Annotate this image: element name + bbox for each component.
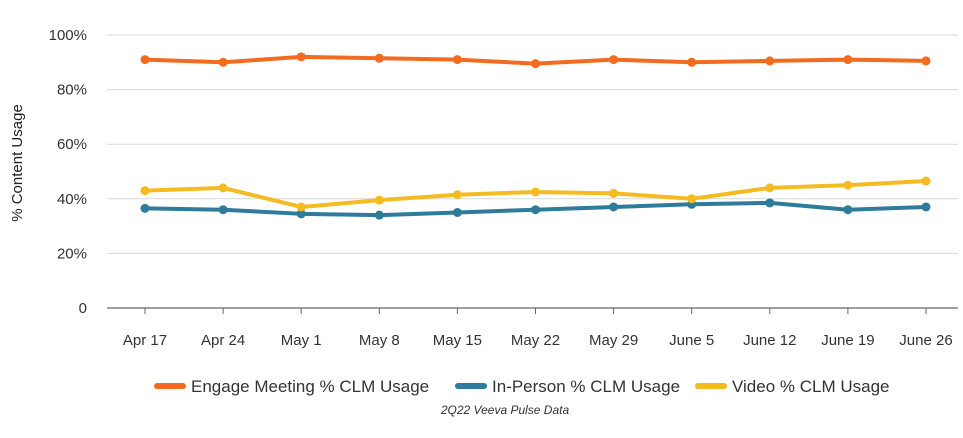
x-axis-tick-labels: Apr 17 Apr 24 May 1 May 8 May 15 May 22 May 29… bbox=[123, 308, 953, 349]
data-point bbox=[374, 53, 384, 63]
data-point bbox=[531, 187, 540, 197]
series-lines bbox=[140, 52, 931, 220]
data-point bbox=[140, 55, 150, 65]
x-tick-label: June 5 bbox=[669, 332, 714, 349]
data-point bbox=[452, 207, 462, 217]
data-point bbox=[452, 55, 462, 65]
data-point bbox=[609, 202, 619, 212]
data-point bbox=[452, 190, 462, 200]
gridlines bbox=[107, 34, 958, 309]
data-point bbox=[843, 55, 853, 65]
data-point bbox=[765, 56, 775, 66]
x-tick-label: May 15 bbox=[433, 332, 482, 349]
y-tick-label: 20% bbox=[57, 245, 87, 262]
legend-item: In-Person % CLM Usage bbox=[455, 377, 680, 396]
series-0 bbox=[140, 52, 931, 69]
x-tick-label: May 1 bbox=[281, 332, 322, 349]
data-point bbox=[531, 59, 540, 69]
legend-item: Engage Meeting % CLM Usage bbox=[154, 377, 429, 396]
legend-item: Video % CLM Usage bbox=[695, 377, 890, 396]
series-2 bbox=[140, 176, 931, 212]
x-tick-label: Apr 17 bbox=[123, 332, 167, 349]
data-point bbox=[218, 183, 228, 193]
data-point bbox=[687, 57, 697, 67]
data-point bbox=[374, 195, 384, 205]
series-1 bbox=[140, 198, 931, 220]
data-point bbox=[921, 56, 931, 66]
y-axis-title: % Content Usage bbox=[9, 104, 26, 222]
x-tick-label: May 22 bbox=[511, 332, 560, 349]
data-point bbox=[218, 205, 228, 215]
y-tick-label: 100% bbox=[49, 27, 87, 44]
data-point bbox=[531, 205, 540, 215]
y-tick-label: 0 bbox=[79, 300, 87, 317]
legend-label: Video % CLM Usage bbox=[732, 377, 890, 396]
data-point bbox=[140, 186, 150, 196]
data-point bbox=[843, 180, 853, 190]
y-tick-label: 40% bbox=[57, 191, 87, 208]
y-tick-label: 60% bbox=[57, 136, 87, 153]
data-point bbox=[140, 203, 150, 213]
data-point bbox=[765, 183, 775, 193]
y-axis-tick-labels: 0 20% 40% 60% 80% 100% bbox=[49, 27, 87, 317]
legend-label: Engage Meeting % CLM Usage bbox=[191, 377, 429, 396]
data-point bbox=[296, 202, 306, 212]
data-point bbox=[843, 205, 853, 215]
data-point bbox=[609, 55, 619, 65]
x-tick-label: May 8 bbox=[359, 332, 400, 349]
data-point bbox=[374, 210, 384, 220]
legend-label: In-Person % CLM Usage bbox=[492, 377, 680, 396]
x-tick-label: June 26 bbox=[899, 332, 952, 349]
x-tick-label: June 19 bbox=[821, 332, 874, 349]
chart-caption: 2Q22 Veeva Pulse Data bbox=[440, 403, 570, 417]
y-tick-label: 80% bbox=[57, 82, 87, 99]
data-point bbox=[296, 209, 306, 219]
x-tick-label: June 12 bbox=[743, 332, 796, 349]
data-point bbox=[218, 57, 228, 67]
data-point bbox=[921, 176, 931, 186]
x-tick-label: Apr 24 bbox=[201, 332, 245, 349]
legend: Engage Meeting % CLM Usage In-Person % CL… bbox=[154, 377, 890, 396]
data-point bbox=[765, 198, 775, 208]
data-point bbox=[296, 52, 306, 62]
data-point bbox=[609, 188, 619, 198]
data-point bbox=[687, 194, 697, 204]
x-tick-label: May 29 bbox=[589, 332, 638, 349]
data-point bbox=[921, 202, 931, 212]
